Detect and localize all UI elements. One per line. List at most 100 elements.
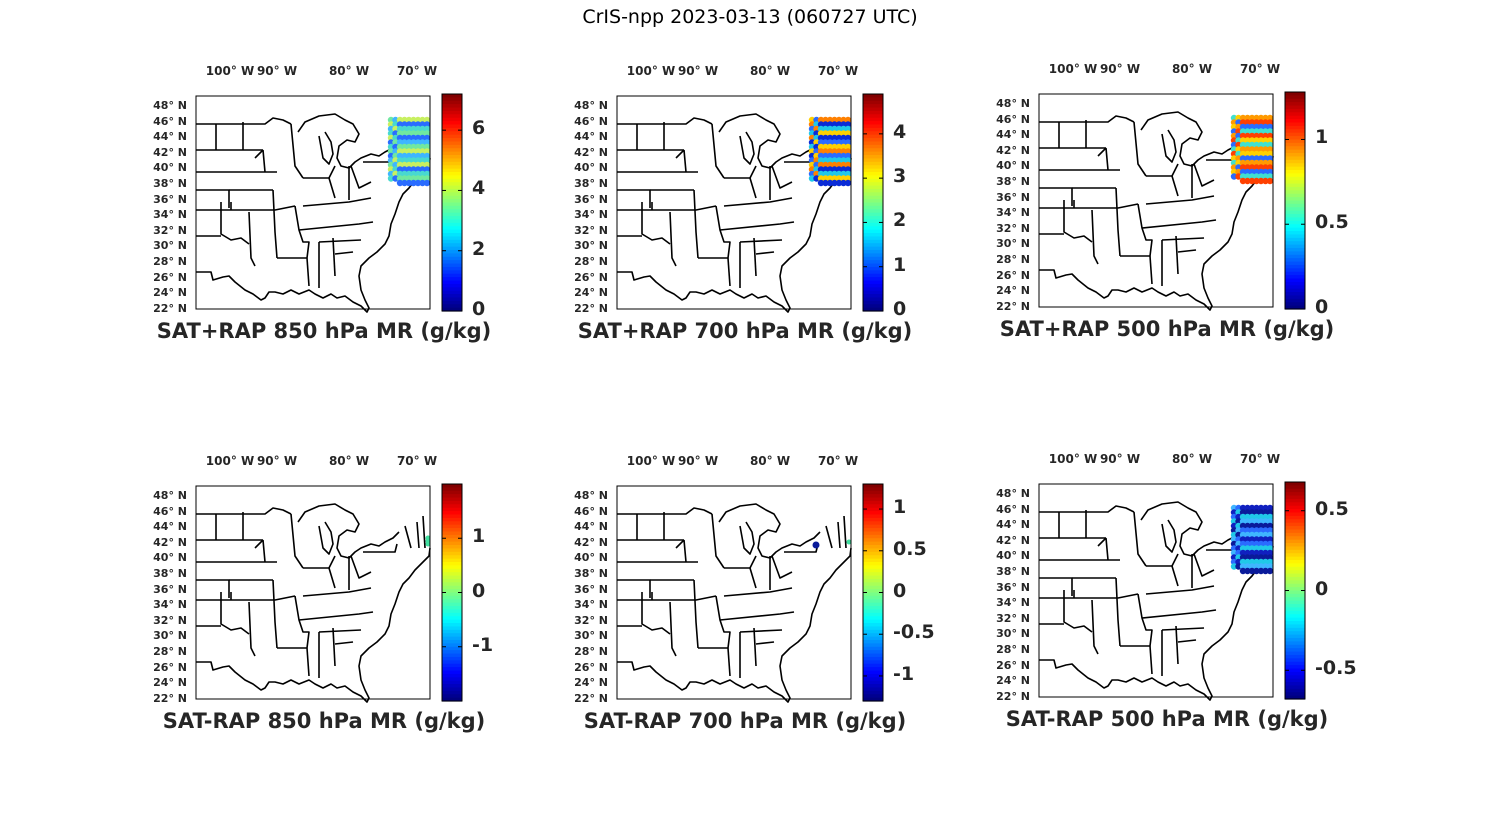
latitude-label: 46° N <box>996 502 1030 516</box>
swath-point <box>822 157 829 164</box>
swath-point <box>401 125 408 133</box>
state-border <box>196 205 296 211</box>
swath-point <box>1235 123 1242 131</box>
swath-point <box>1239 567 1247 575</box>
swath-point <box>1253 173 1260 180</box>
state-border <box>753 627 757 667</box>
state-border <box>196 579 230 598</box>
swath-point <box>1235 132 1242 140</box>
swath-point <box>1230 123 1238 131</box>
swath-point <box>410 139 417 146</box>
swath-point <box>414 161 422 169</box>
swath-point <box>808 166 816 173</box>
swath-point <box>817 170 825 178</box>
swath-point <box>1248 132 1256 140</box>
swath-point <box>826 121 834 128</box>
swath-point <box>844 152 852 160</box>
longitude-label: 90° W <box>677 454 719 468</box>
swath-point <box>1235 522 1242 530</box>
swath-point <box>1262 141 1269 149</box>
state-border <box>290 123 304 179</box>
panel-title: SAT-RAP 850 hPa MR (g/kg) <box>162 709 486 733</box>
swath-point <box>387 130 395 137</box>
swath-point <box>844 143 852 151</box>
latitude-label: 42° N <box>153 535 187 549</box>
swath-point <box>1257 150 1265 158</box>
swath-point <box>1235 119 1242 126</box>
state-border <box>422 515 426 549</box>
latitude-label: 30° N <box>996 627 1030 641</box>
swath-point <box>1230 527 1238 534</box>
state-border <box>1161 627 1205 631</box>
swath-point <box>1235 513 1242 521</box>
colorbar-tick-label: 3 <box>893 165 907 188</box>
swath-point <box>1248 504 1256 512</box>
swath-point <box>1248 114 1256 122</box>
state-border <box>404 525 412 549</box>
latitude-label: 30° N <box>996 237 1030 251</box>
swath-point <box>840 148 847 155</box>
great-lakes <box>1140 111 1243 167</box>
swath-point <box>1266 114 1274 122</box>
swath-point <box>844 134 852 142</box>
swath-point <box>410 116 417 124</box>
state-border <box>749 567 757 589</box>
map-svg <box>616 483 884 703</box>
swath-point <box>392 161 399 169</box>
latitude-label: 34° N <box>996 206 1030 220</box>
swath-point <box>835 130 843 137</box>
swath-point <box>1248 567 1256 575</box>
swath-point <box>1239 159 1247 167</box>
swath-point <box>1244 137 1251 144</box>
map-frame <box>1038 93 1274 308</box>
swath-point <box>405 161 413 169</box>
state-border <box>196 507 292 515</box>
swath-point <box>1230 504 1238 512</box>
swath-point <box>1230 159 1238 167</box>
swath-point <box>414 121 422 128</box>
swath-point <box>1257 114 1265 122</box>
swath-point <box>1248 545 1256 552</box>
swath-point <box>396 121 404 128</box>
swath-point <box>1257 141 1265 149</box>
swath-point <box>1244 159 1251 167</box>
swath-point <box>1253 554 1260 561</box>
swath-point <box>1244 549 1251 557</box>
swath-point <box>1244 540 1251 548</box>
state-border <box>272 579 278 649</box>
swath-point <box>405 125 413 133</box>
swath-point <box>1262 558 1269 566</box>
swath-point <box>1248 527 1256 534</box>
swath-point <box>1266 554 1274 561</box>
swath-point <box>423 161 431 169</box>
state-border <box>675 539 685 549</box>
swath-point <box>1244 563 1251 570</box>
swath-overlay <box>1230 114 1274 185</box>
state-border <box>771 165 793 189</box>
swath-point <box>1257 177 1265 185</box>
swath-point <box>813 143 820 151</box>
swath-point <box>831 116 838 124</box>
swath-point <box>401 130 408 137</box>
swath-point <box>831 125 838 133</box>
swath-point <box>1235 173 1242 180</box>
state-border <box>290 513 304 569</box>
swath-point <box>396 157 404 164</box>
swath-point <box>840 143 847 151</box>
latitude-label: 28° N <box>574 645 608 658</box>
swath-point <box>1262 527 1269 534</box>
swath-point <box>826 152 834 160</box>
swath-point <box>1235 540 1242 548</box>
swath-point <box>1230 540 1238 548</box>
swath-point <box>840 116 847 124</box>
swath-point <box>840 130 847 137</box>
swath-point <box>1253 563 1260 570</box>
swath-point <box>1239 150 1247 158</box>
state-border <box>1149 255 1153 285</box>
swath-point <box>1239 177 1247 185</box>
latitude-label: 24° N <box>996 674 1030 688</box>
swath-point <box>1239 527 1247 534</box>
swath-point <box>401 134 408 142</box>
swath-point <box>1266 545 1274 552</box>
swath-point <box>396 175 404 182</box>
